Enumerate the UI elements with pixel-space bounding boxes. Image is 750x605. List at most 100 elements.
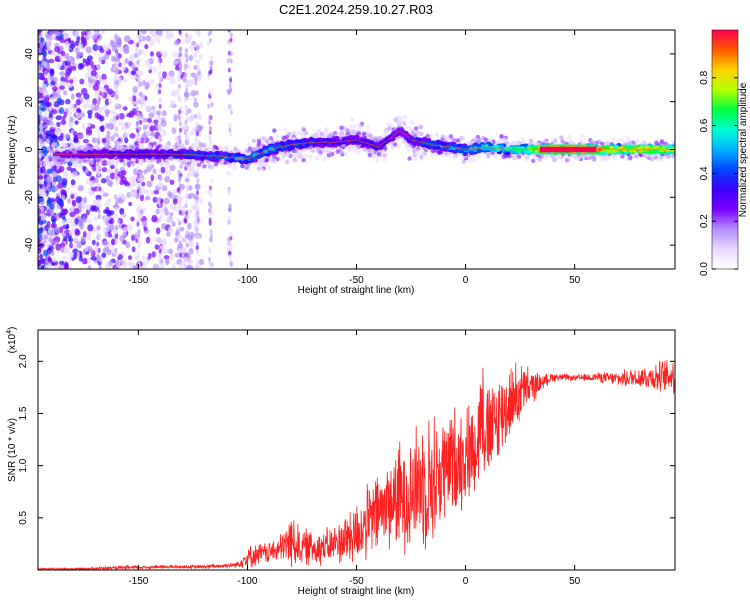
spectrogram-noise-cell xyxy=(88,218,93,225)
spectrogram-noise-cell xyxy=(49,31,54,37)
spectrogram-halo-cell xyxy=(140,159,145,165)
spectrogram-noise-cell xyxy=(173,237,179,243)
spectrogram-halo-cell xyxy=(291,130,296,136)
spectrogram-noise-cell xyxy=(56,88,62,95)
spectrogram-noise-cell xyxy=(65,186,71,191)
spectrogram-noise-cell xyxy=(40,188,46,195)
spectrogram-halo-cell xyxy=(404,124,409,130)
spectrogram-halo-cell xyxy=(348,124,354,129)
spectrogram-streak-cell xyxy=(210,102,214,108)
spectrogram-streak-cell xyxy=(114,247,118,253)
spectrogram-halo-cell xyxy=(212,144,218,150)
spectrogram-streak-cell xyxy=(228,88,232,94)
spectrogram-noise-cell xyxy=(60,119,67,125)
spectrogram-streak-cell xyxy=(227,236,231,242)
spectrogram-noise-cell xyxy=(42,51,48,57)
spectrogram-noise-cell xyxy=(77,43,84,50)
spectrogram-noise-cell xyxy=(92,137,98,144)
spectrogram-streak-cell xyxy=(138,30,142,34)
spectrogram-streak-cell xyxy=(226,247,230,253)
spectrogram-noise-cell xyxy=(70,183,76,189)
spectrogram-halo-cell xyxy=(281,135,287,141)
spectrogram-streak-cell xyxy=(210,237,214,243)
spectrogram-halo-cell xyxy=(196,160,201,165)
spectrogram-streak-cell xyxy=(137,70,141,76)
spectrogram-noise-cell xyxy=(38,237,41,244)
spectrogram-noise-cell xyxy=(147,117,152,124)
spectrogram-streak-cell xyxy=(137,238,141,244)
spectrogram-streak-cell xyxy=(195,228,199,234)
spectrogram-noise-cell xyxy=(83,196,88,204)
spectrogram-noise-cell xyxy=(56,169,61,174)
spectrogram-noise-cell xyxy=(110,135,115,142)
spectrogram-noise-cell xyxy=(43,150,47,157)
spectrogram-noise-cell xyxy=(190,90,197,97)
spectrogram-noise-cell xyxy=(69,211,76,218)
spectrogram-halo-cell xyxy=(78,158,84,164)
spectrogram-noise-cell xyxy=(61,194,66,201)
spectrogram-halo-cell xyxy=(58,161,63,166)
spectrogram-streak-cell xyxy=(159,183,163,189)
spectrogram-noise-cell xyxy=(59,242,66,248)
spectrogram-noise-cell xyxy=(169,77,176,85)
spectrogram-streak-cell xyxy=(115,94,119,100)
spectrogram-noise-cell xyxy=(103,44,110,52)
spectrogram-noise-cell xyxy=(151,251,156,258)
spectrogram-noise-cell xyxy=(89,207,96,212)
spectrogram-noise-cell xyxy=(53,30,59,35)
spectrogram-streak-cell xyxy=(113,229,117,235)
spectrogram-noise-cell xyxy=(38,109,43,115)
spectrogram-halo-cell xyxy=(293,148,298,154)
spectrogram-noise-cell xyxy=(81,202,88,209)
spectrogram-noise-cell xyxy=(145,35,152,42)
spectrogram-noise-cell xyxy=(38,208,42,215)
spectrogram-noise-cell xyxy=(41,83,47,90)
spectrogram-noise-cell xyxy=(146,180,152,188)
spectrogram-halo-cell xyxy=(256,141,262,147)
spectrogram-streak-cell xyxy=(185,187,189,193)
spectrogram-noise-cell xyxy=(103,53,110,60)
spectrogram-streak-cell xyxy=(114,239,118,245)
spectrogram-streak-cell xyxy=(207,31,211,37)
spectrogram-halo-cell xyxy=(468,158,473,163)
spectrogram-noise-cell xyxy=(162,51,168,58)
spectrogram-halo-cell xyxy=(400,119,405,124)
spectrogram-streak-cell xyxy=(158,236,162,242)
spectrogram-noise-cell xyxy=(187,185,193,191)
spectrogram-noise-cell xyxy=(77,184,84,192)
spectrogram-noise-cell xyxy=(59,85,65,90)
spectrogram-noise-cell xyxy=(56,97,62,105)
spectrogram-noise-cell xyxy=(128,110,135,118)
spectrogram-halo-cell xyxy=(375,159,380,164)
spectrogram-streak-cell xyxy=(98,186,102,192)
spectrogram-noise-cell xyxy=(192,126,197,131)
spectrogram-halo-cell xyxy=(296,152,302,157)
spectrogram-noise-cell xyxy=(169,212,174,217)
spectrogram-halo-cell xyxy=(233,146,238,152)
spectrogram-noise-cell xyxy=(39,253,43,260)
spectrogram-noise-cell xyxy=(67,65,73,72)
spectrogram-streak-cell xyxy=(97,37,101,43)
spectrogram-noise-cell xyxy=(51,109,58,115)
spectrogram-streak-cell xyxy=(177,198,181,204)
spectrogram-noise-cell xyxy=(120,259,127,265)
spectrogram-noise-cell xyxy=(60,212,66,219)
spectrogram-noise-cell xyxy=(68,251,76,258)
spectrogram-noise-cell xyxy=(51,215,56,223)
spectrogram-noise-cell xyxy=(39,73,45,80)
spectrogram-halo-cell xyxy=(185,163,191,169)
spectrogram-noise-cell xyxy=(188,170,195,178)
spectrogram-streak-cell xyxy=(196,169,200,175)
spectrogram-halo-cell xyxy=(418,124,424,130)
spectrogram-noise-cell xyxy=(199,198,204,204)
spectrogram-streak-cell xyxy=(158,179,162,185)
spectrogram-noise-cell xyxy=(135,218,141,223)
spectrogram-streak-cell xyxy=(195,183,199,189)
spectrogram-streak-cell xyxy=(229,260,233,266)
spectrogram-streak-cell xyxy=(229,58,233,64)
spectrogram-streak-cell xyxy=(178,252,182,258)
spectrogram-noise-cell xyxy=(147,252,152,260)
spectrogram-halo-cell xyxy=(566,157,572,163)
spectrogram-streak-cell xyxy=(208,210,212,216)
